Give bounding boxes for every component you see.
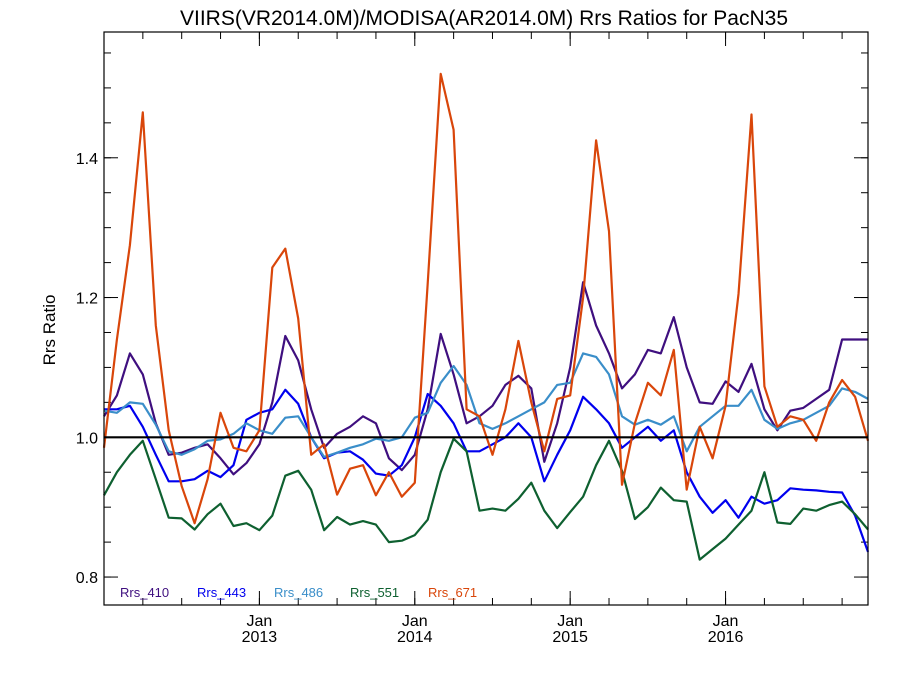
legend-entry: Rrs_410 [120,585,169,600]
chart-title: VIIRS(VR2014.0M)/MODISA(AR2014.0M) Rrs R… [180,7,788,30]
x-tick-label-month: Jan [402,613,428,630]
y-tick-label: 0.8 [76,570,98,587]
x-tick-label-year: 2016 [708,629,744,646]
x-tick-label-month: Jan [557,613,583,630]
plot-frame [103,31,869,606]
series-line-rrs-443 [104,388,870,553]
legend-entry: Rrs_671 [428,585,477,600]
legend-entry: Rrs_486 [274,585,323,600]
series-line-rrs-551 [103,437,869,561]
y-tick-label: 1.4 [76,151,98,168]
plot-area: 0.81.01.21.4Jan2013Jan2014Jan2015Jan2016… [76,32,870,646]
y-tick-label: 1.0 [76,430,98,447]
x-tick-label-year: 2014 [397,629,433,646]
x-tick-label-month: Jan [246,613,272,630]
series-line-rrs-671 [102,72,870,525]
series-line-rrs-410 [103,281,868,476]
y-axis-label: Rrs Ratio [40,295,59,366]
y-tick-label: 1.2 [76,291,98,308]
legend-entry: Rrs_443 [197,585,246,600]
x-tick-label-year: 2013 [242,629,278,646]
series-line-rrs-486 [103,352,869,458]
x-tick-label-year: 2015 [552,629,588,646]
legend-entry: Rrs_551 [350,585,399,600]
x-tick-label-month: Jan [713,613,739,630]
